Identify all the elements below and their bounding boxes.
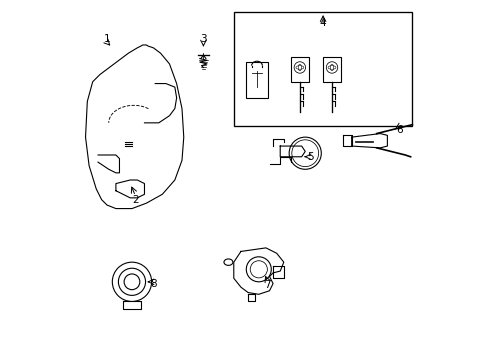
Text: 8: 8 [150,279,156,289]
Text: 3: 3 [200,34,206,44]
Text: 6: 6 [396,125,403,135]
Bar [246,62,267,98]
Text: 7: 7 [264,280,270,291]
Bar [233,12,411,126]
Text: 2: 2 [132,195,139,204]
Text: 1: 1 [103,34,110,44]
Text: 4: 4 [319,18,325,28]
Text: 5: 5 [306,152,313,162]
